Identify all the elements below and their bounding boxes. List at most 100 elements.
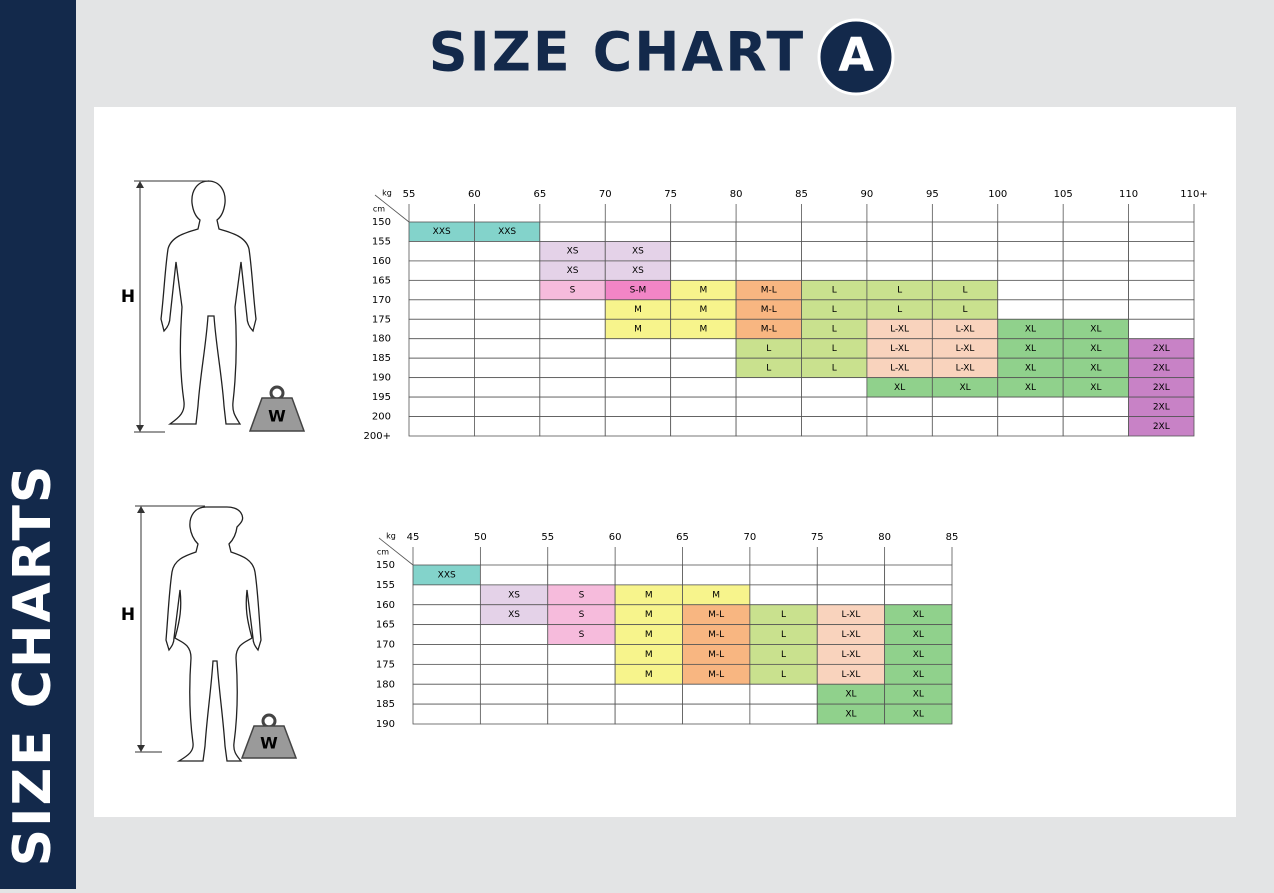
kg-label: 50 bbox=[474, 532, 487, 543]
weight-label: W bbox=[268, 407, 286, 426]
size-label: L bbox=[832, 305, 837, 315]
size-label: L bbox=[781, 610, 786, 620]
badge bbox=[817, 18, 895, 96]
size-cell bbox=[884, 584, 953, 606]
size-label: L-XL bbox=[890, 344, 909, 354]
cm-label: 185 bbox=[376, 699, 395, 710]
size-cell bbox=[801, 396, 868, 417]
size-cell bbox=[682, 564, 751, 586]
size-label: XL bbox=[1025, 383, 1036, 393]
cm-label: 155 bbox=[376, 580, 395, 591]
kg-label: 80 bbox=[878, 532, 891, 543]
size-cell bbox=[816, 584, 886, 606]
size-label: XS bbox=[508, 590, 520, 600]
size-cell bbox=[670, 338, 737, 359]
size-cell bbox=[408, 338, 475, 359]
size-label: M-L bbox=[708, 650, 724, 660]
female-figure bbox=[135, 505, 262, 762]
badge-letter: A bbox=[838, 28, 874, 82]
size-label: XL bbox=[1025, 363, 1036, 373]
size-cell bbox=[1128, 279, 1195, 301]
size-label: XS bbox=[567, 247, 579, 257]
size-cell bbox=[547, 564, 616, 586]
size-cell bbox=[479, 644, 549, 665]
size-cell bbox=[539, 416, 606, 437]
size-label: XXS bbox=[433, 227, 451, 237]
kg-label: 45 bbox=[407, 532, 420, 543]
size-label: L-XL bbox=[956, 325, 975, 335]
size-cell bbox=[670, 241, 737, 262]
size-cell bbox=[474, 357, 541, 379]
size-cell bbox=[408, 299, 475, 320]
cm-label: 155 bbox=[372, 236, 391, 247]
size-cell bbox=[604, 338, 672, 359]
size-cell bbox=[1062, 241, 1129, 262]
cm-label: 175 bbox=[376, 659, 395, 670]
size-label: XL bbox=[913, 650, 924, 660]
size-cell bbox=[1062, 299, 1129, 320]
kg-label: 75 bbox=[811, 532, 824, 543]
size-cell bbox=[474, 338, 541, 359]
size-label: M bbox=[645, 670, 653, 680]
kg-label: 110+ bbox=[1180, 189, 1207, 200]
size-cell bbox=[412, 584, 481, 606]
kg-label: 85 bbox=[795, 189, 808, 200]
size-cell bbox=[539, 299, 606, 320]
size-label: M bbox=[634, 305, 642, 315]
size-cell bbox=[474, 279, 541, 301]
cm-label: 200+ bbox=[364, 431, 391, 442]
size-cell bbox=[1128, 260, 1195, 281]
weight-icon bbox=[240, 713, 298, 759]
size-label: L-XL bbox=[956, 363, 975, 373]
kg-label: 65 bbox=[676, 532, 689, 543]
size-label: M bbox=[645, 610, 653, 620]
cm-label: 170 bbox=[376, 640, 395, 651]
sidebar bbox=[0, 0, 76, 889]
size-label: XL bbox=[959, 383, 970, 393]
size-label: M bbox=[699, 325, 707, 335]
size-cell bbox=[884, 564, 953, 586]
cm-label: 160 bbox=[372, 256, 391, 267]
size-cell bbox=[931, 221, 999, 242]
size-cell bbox=[735, 241, 802, 262]
corner-diagonal bbox=[378, 537, 414, 566]
size-cell bbox=[682, 683, 751, 705]
kg-label: 70 bbox=[744, 532, 757, 543]
size-cell bbox=[547, 683, 616, 705]
size-label: XL bbox=[913, 690, 924, 700]
size-cell bbox=[670, 377, 737, 398]
kg-label: 90 bbox=[861, 189, 874, 200]
size-cell bbox=[412, 604, 481, 626]
size-label: M-L bbox=[761, 325, 777, 335]
size-cell bbox=[670, 357, 737, 379]
size-label: L-XL bbox=[956, 344, 975, 354]
size-cell bbox=[997, 241, 1064, 262]
size-cell bbox=[412, 703, 481, 725]
cm-label: 180 bbox=[372, 334, 391, 345]
cm-label: 160 bbox=[376, 600, 395, 611]
size-cell bbox=[474, 396, 541, 417]
size-cell bbox=[539, 338, 606, 359]
size-label: XL bbox=[1090, 383, 1101, 393]
size-label: XL bbox=[845, 710, 856, 720]
size-cell bbox=[1128, 318, 1195, 340]
size-cell bbox=[801, 377, 868, 398]
size-cell bbox=[1062, 396, 1129, 417]
kg-label: 55 bbox=[403, 189, 416, 200]
size-cell bbox=[474, 260, 541, 281]
size-label: XS bbox=[632, 266, 644, 276]
size-label: XL bbox=[1090, 325, 1101, 335]
size-cell bbox=[539, 377, 606, 398]
size-label: M-L bbox=[708, 630, 724, 640]
size-cell bbox=[614, 703, 683, 725]
size-cell bbox=[1062, 279, 1129, 301]
size-label: XL bbox=[913, 710, 924, 720]
size-label: XL bbox=[845, 690, 856, 700]
size-label: L bbox=[963, 286, 968, 296]
size-cell bbox=[670, 396, 737, 417]
size-cell bbox=[547, 644, 616, 665]
size-label: L-XL bbox=[842, 650, 861, 660]
size-cell bbox=[670, 260, 737, 281]
cm-label: 150 bbox=[376, 560, 395, 571]
size-label: M bbox=[699, 305, 707, 315]
